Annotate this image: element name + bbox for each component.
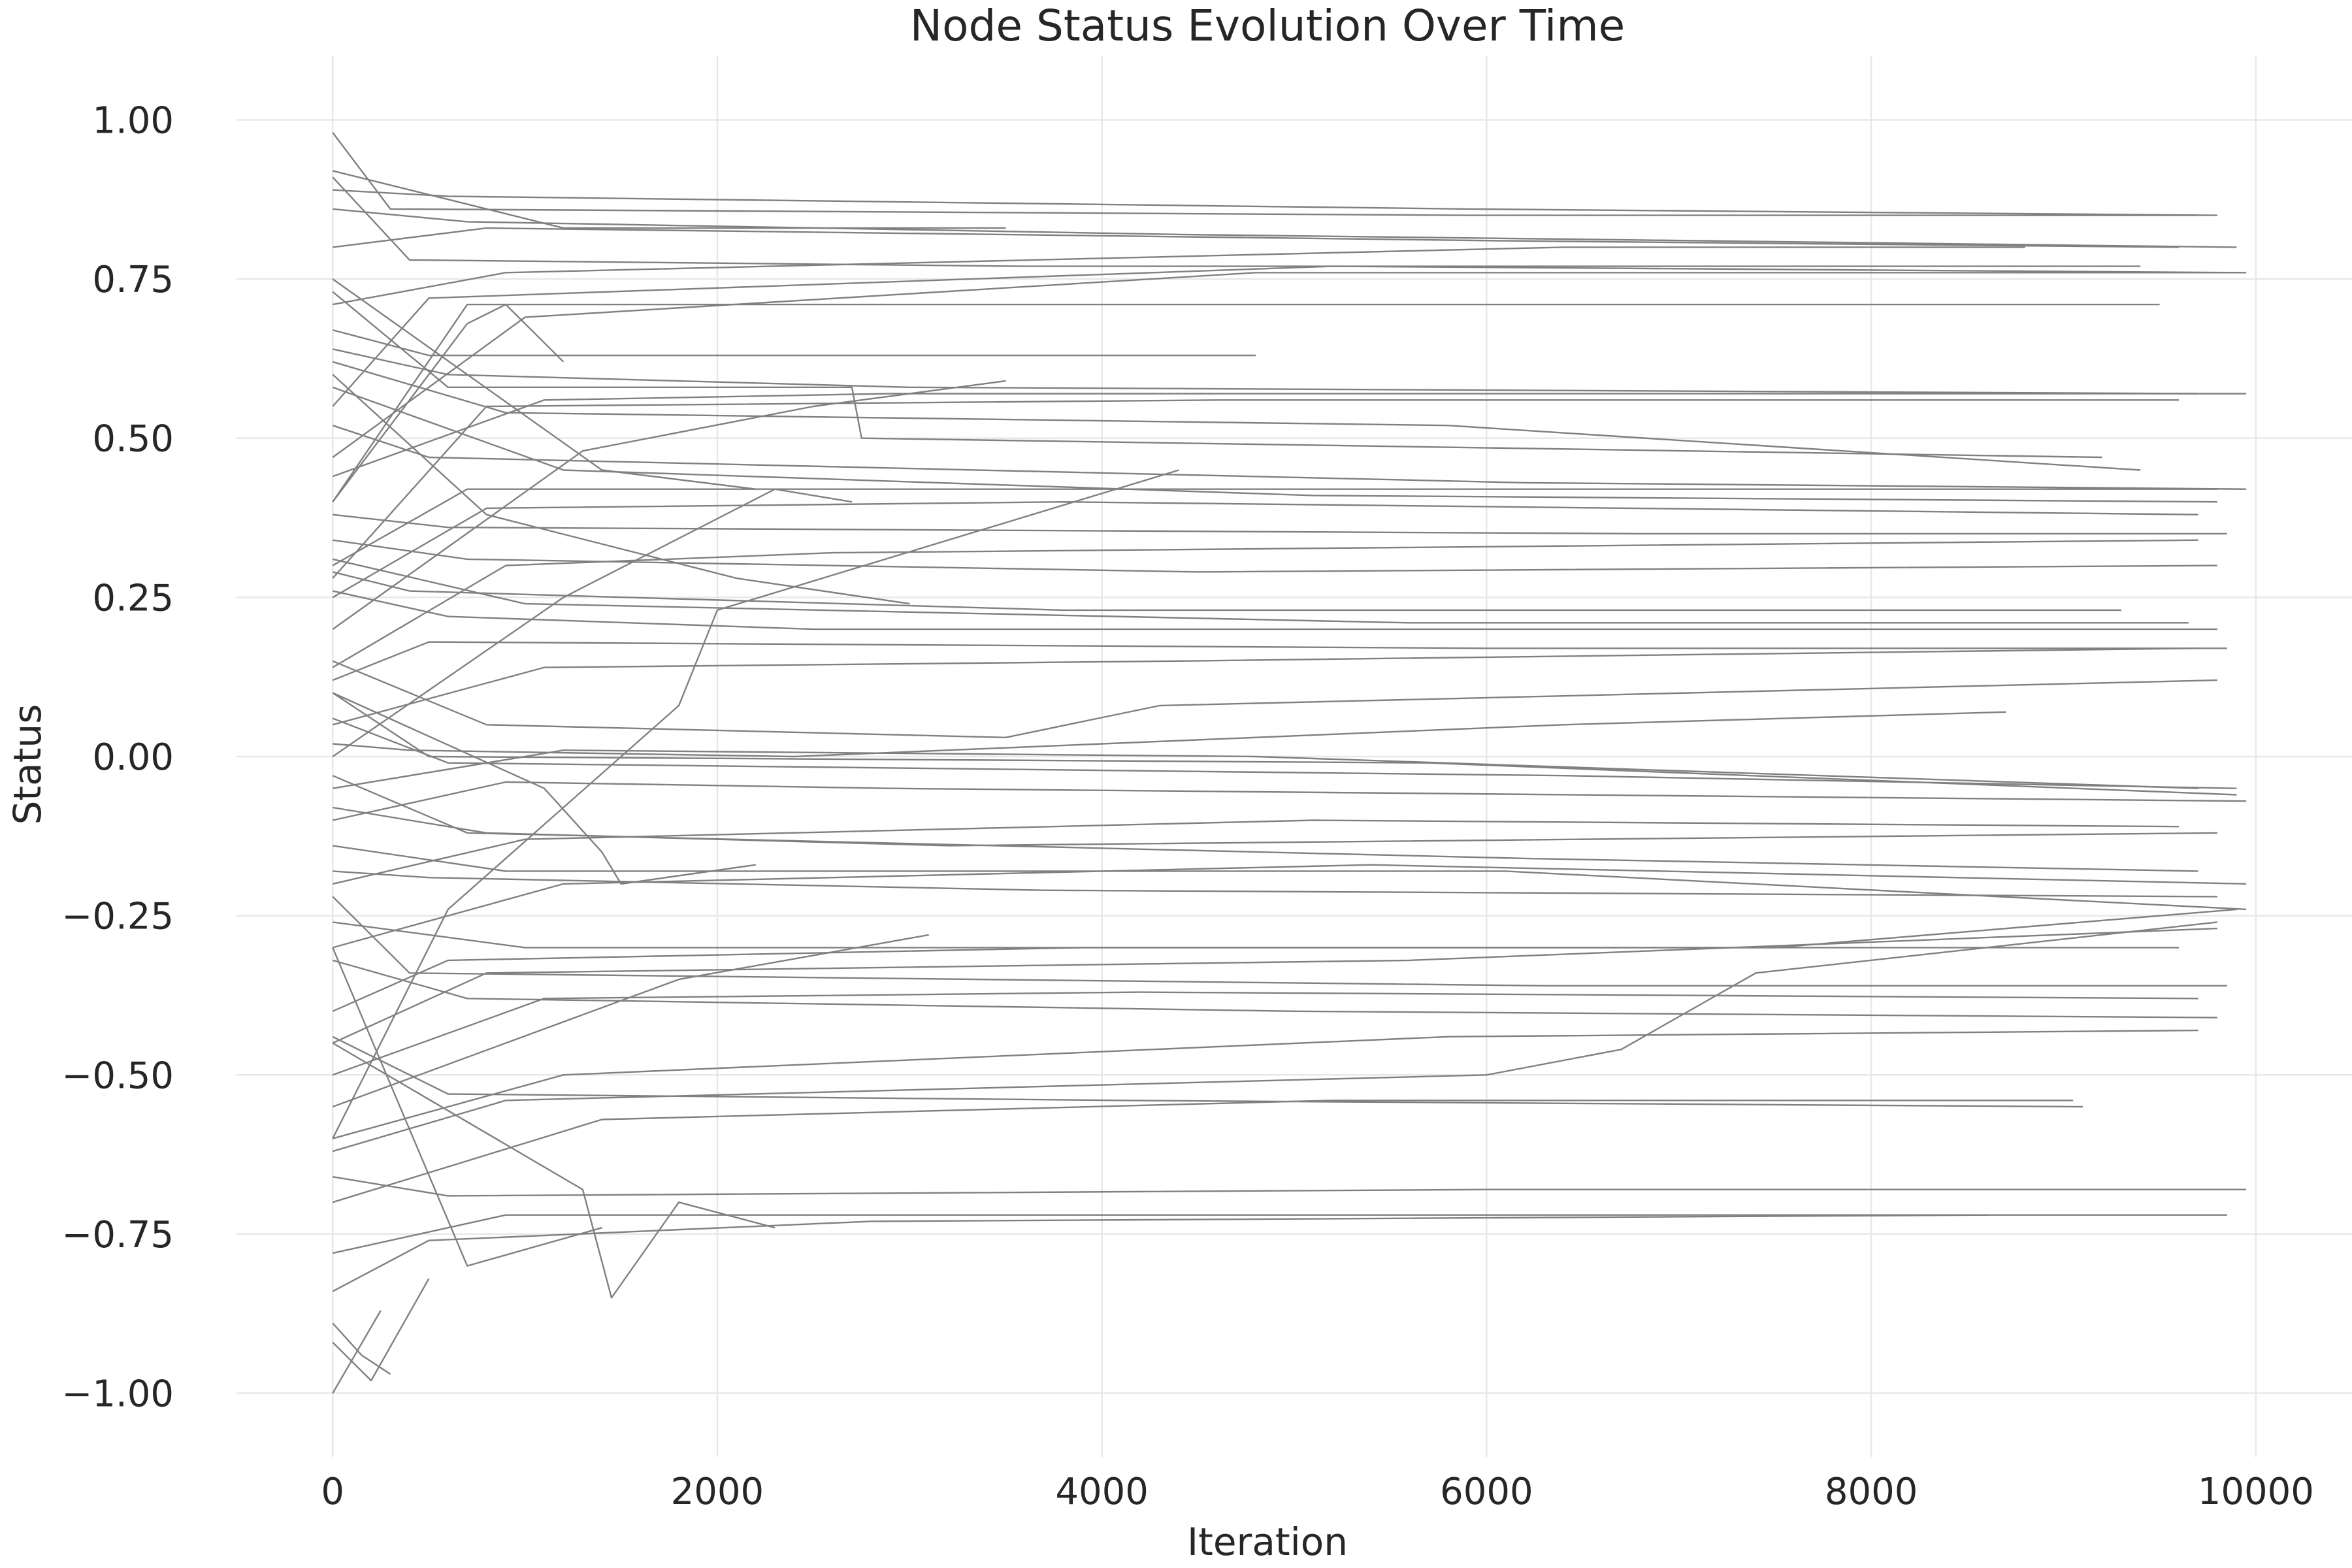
series-line-60 [332, 469, 1179, 1139]
series-line-33 [332, 781, 2247, 821]
series-line-30 [333, 711, 2006, 758]
series-line-58 [332, 1322, 391, 1375]
series-line-2 [332, 132, 2198, 216]
series-line-6 [332, 246, 2025, 306]
y-tick-labels: 1.00 0.75 0.50 0.25 0.00 −0.25 −0.50 −0.75 −1.00 [61, 99, 174, 1415]
y-tick-label: 0.50 [92, 418, 174, 461]
series-lines [332, 132, 2247, 1394]
series-line-38 [332, 864, 2247, 949]
series-line-54 [332, 1042, 776, 1299]
series-line-65 [332, 303, 564, 502]
series-line-59 [332, 692, 756, 885]
series-line-51 [333, 1176, 2247, 1197]
series-line-47 [332, 1029, 2198, 1139]
y-axis-title: Status [5, 704, 50, 825]
y-tick-label: 0.00 [92, 736, 174, 779]
series-line-62 [332, 374, 910, 605]
series-line-22 [332, 539, 2198, 668]
series-line-35 [332, 819, 2180, 885]
series-line-49 [332, 1036, 2083, 1108]
series-line-19 [332, 386, 2217, 503]
series-line-3 [333, 227, 2180, 248]
series-line-50 [332, 1100, 2074, 1203]
y-tick-label: −0.50 [61, 1054, 174, 1097]
grid [237, 56, 2352, 1457]
series-line-37 [332, 775, 2198, 872]
y-tick-label: −0.25 [61, 896, 174, 938]
series-line-63 [332, 488, 853, 757]
series-line-5 [333, 208, 2237, 248]
x-axis-title: Iteration [1187, 1520, 1348, 1564]
series-line-28 [332, 647, 2198, 726]
x-tick-label: 2000 [671, 1471, 764, 1513]
series-line-61 [332, 380, 1006, 630]
series-line-13 [332, 393, 2247, 478]
x-tick-label: 4000 [1055, 1471, 1149, 1513]
x-tick-label: 8000 [1825, 1471, 1918, 1513]
series-line-9 [332, 272, 2247, 458]
series-line-66 [332, 934, 929, 1108]
series-line-45 [332, 991, 2198, 1076]
series-line-46 [332, 959, 2217, 1019]
y-tick-label: 1.00 [92, 99, 174, 142]
y-tick-label: 0.75 [92, 259, 174, 301]
y-tick-label: −1.00 [61, 1373, 174, 1416]
series-line-25 [332, 558, 2189, 624]
series-line-17 [332, 425, 2247, 490]
series-line-55 [332, 947, 602, 1267]
series-line-40 [333, 845, 2247, 911]
y-tick-label: 0.25 [92, 577, 174, 619]
series-line-20 [332, 501, 2198, 598]
series-line-27 [332, 641, 2227, 681]
series-line-48 [332, 921, 2218, 1152]
x-tick-label: 10000 [2198, 1471, 2314, 1513]
y-tick-label: −0.75 [61, 1214, 174, 1256]
series-line-39 [333, 870, 2217, 898]
series-line-42 [333, 921, 2180, 949]
series-line-53 [332, 1214, 1987, 1292]
chart-title: Node Status Evolution Over Time [910, 1, 1625, 51]
series-line-15 [332, 291, 2102, 459]
series-line-31 [333, 749, 2198, 789]
series-line-8 [332, 176, 2141, 267]
series-line-41 [332, 908, 2237, 1012]
series-line-44 [332, 896, 2227, 987]
series-line-12 [332, 348, 2198, 395]
series-line-24 [332, 571, 2121, 612]
series-line-23 [333, 539, 2217, 573]
series-line-52 [332, 1214, 2227, 1254]
series-line-7 [332, 265, 2237, 407]
series-line-10 [332, 303, 2160, 502]
x-tick-labels: 0 2000 4000 6000 8000 10000 [321, 1471, 2314, 1513]
x-tick-label: 6000 [1440, 1471, 1533, 1513]
x-tick-label: 0 [321, 1471, 344, 1513]
series-line-29 [332, 660, 2217, 739]
series-line-14 [332, 399, 2180, 579]
series-line-18 [332, 488, 2217, 566]
series-line-57 [332, 1310, 382, 1394]
series-line-34 [332, 692, 2237, 796]
series-line-56 [332, 1278, 430, 1382]
series-line-1 [333, 189, 2217, 216]
series-line-36 [333, 806, 2217, 847]
series-line-21 [333, 514, 2227, 535]
series-line-64 [332, 278, 756, 490]
series-line-26 [332, 590, 2217, 630]
series-line-43 [332, 927, 2217, 1044]
series-line-11 [332, 329, 1256, 357]
